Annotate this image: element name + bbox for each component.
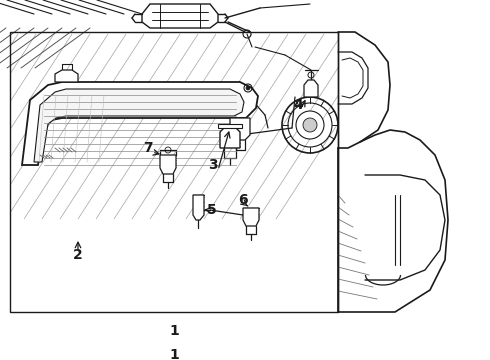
Circle shape [303,118,317,132]
Text: 1: 1 [169,348,179,360]
Polygon shape [142,4,218,28]
Text: 6: 6 [238,193,248,207]
Polygon shape [34,89,244,162]
Text: 5: 5 [207,203,217,217]
Text: 1: 1 [169,324,179,338]
Text: 2: 2 [73,248,83,262]
Text: 4: 4 [293,98,303,112]
Circle shape [296,111,324,139]
Polygon shape [55,70,78,82]
Polygon shape [160,155,176,174]
Polygon shape [243,208,259,226]
Polygon shape [193,195,204,220]
Polygon shape [22,82,258,165]
Polygon shape [218,124,242,128]
Text: 3: 3 [208,158,218,172]
Text: 7: 7 [143,141,153,155]
Bar [10,32,338,312]
Polygon shape [230,118,250,140]
Circle shape [246,86,250,90]
Polygon shape [220,128,240,148]
Polygon shape [304,80,318,97]
